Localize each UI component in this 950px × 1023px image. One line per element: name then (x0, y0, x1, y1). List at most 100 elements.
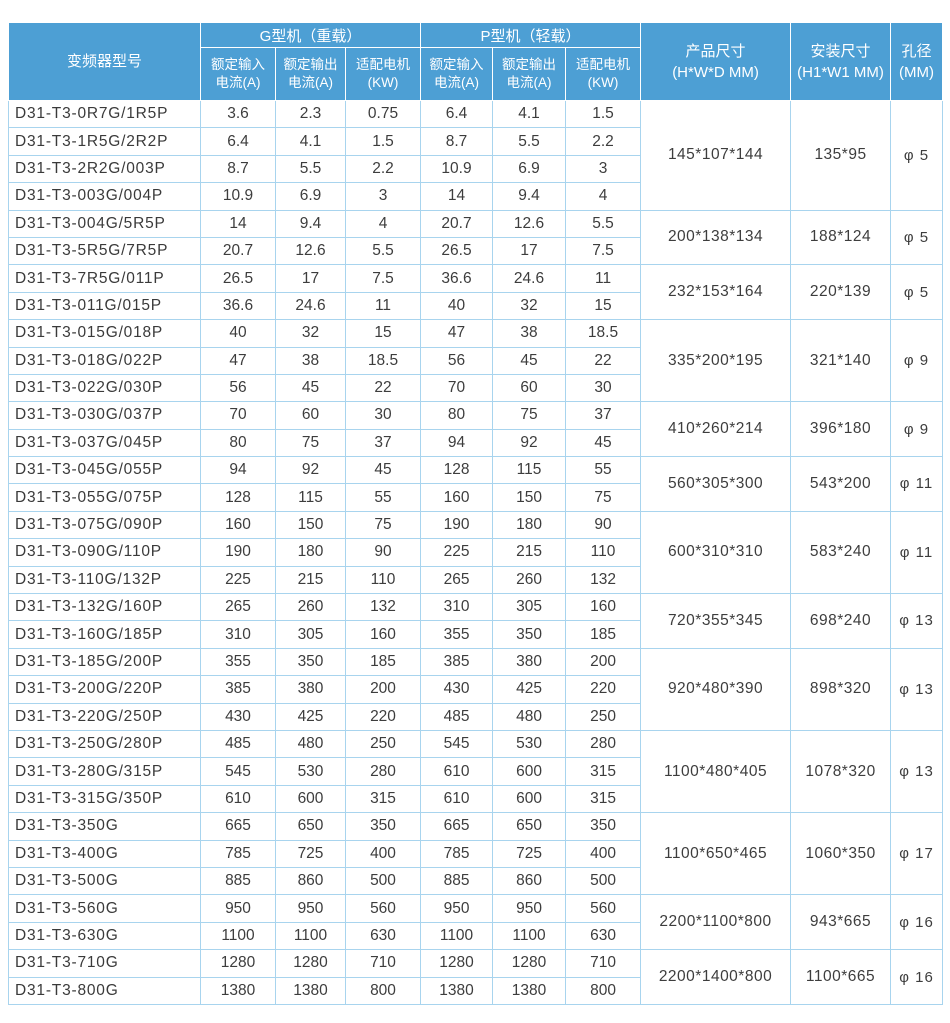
g-output-cell: 75 (275, 428, 346, 458)
g-output-cell: 32 (275, 319, 346, 348)
header-p-group: P型机（轻载） (420, 22, 642, 48)
model-cell: D31-T3-055G/075P (8, 483, 201, 512)
g-output-cell: 24.6 (275, 291, 346, 321)
hole-diameter-cell: φ 11 (890, 510, 944, 595)
model-cell: D31-T3-630G (8, 921, 201, 951)
table-row: D31-T3-075G/090P 160 150 75 190 180 90 600*310*… (8, 510, 944, 595)
g-input-cell: 36.6 (200, 291, 276, 321)
g-motor-cell: 30 (344, 401, 422, 430)
header-g-group: G型机（重载） (199, 22, 422, 48)
g-output-cell: 650 (275, 812, 346, 841)
g-output-cell: 17 (275, 264, 346, 293)
product-size-cell: 720*355*345 (640, 593, 792, 649)
table-row: D31-T3-280G/315P 545 530 280 610 600 315 (8, 757, 943, 786)
mount-size-cell: 898*320 (790, 647, 892, 731)
g-output-cell: 260 (275, 593, 346, 622)
model-cell: D31-T3-075G/090P (8, 510, 201, 540)
p-input-cell: 785 (420, 839, 494, 868)
hole-diameter-cell: φ 13 (890, 647, 944, 731)
g-motor-cell: 710 (344, 949, 422, 978)
g-output-cell: 530 (275, 757, 346, 786)
table-row: D31-T3-045G/055P 94 92 45 128 115 55 560*305*30… (8, 456, 944, 512)
p-motor-cell: 30 (565, 373, 642, 403)
p-output-cell: 1280 (492, 949, 567, 978)
model-cell: D31-T3-1R5G/2R2P (8, 127, 201, 156)
g-input-cell: 8.7 (200, 154, 276, 184)
p-output-cell: 305 (492, 593, 567, 622)
p-input-cell: 94 (420, 428, 494, 458)
model-cell: D31-T3-110G/132P (8, 565, 201, 595)
g-input-cell: 225 (200, 565, 276, 595)
g-output-cell: 380 (275, 675, 346, 704)
p-motor-cell: 7.5 (565, 236, 642, 266)
g-output-cell: 45 (275, 373, 346, 403)
p-output-cell: 425 (492, 675, 567, 704)
table-row: D31-T3-110G/132P 225 215 110 265 260 132 (8, 565, 943, 595)
g-motor-cell: 250 (344, 729, 422, 759)
g-motor-cell: 350 (344, 812, 422, 841)
p-motor-cell: 250 (565, 702, 642, 731)
g-input-cell: 355 (200, 647, 276, 677)
header-g-rated-input: 额定输入 电流(A) (200, 47, 276, 101)
product-size-cell: 1100*650*465 (640, 812, 792, 896)
table-row: D31-T3-160G/185P 310 305 160 355 350 185 (8, 620, 943, 649)
p-input-cell: 160 (420, 483, 494, 512)
g-output-cell: 1380 (275, 976, 346, 1005)
model-cell: D31-T3-018G/022P (8, 346, 201, 375)
g-output-cell: 180 (275, 538, 346, 567)
p-motor-cell: 5.5 (565, 209, 642, 238)
table-row: D31-T3-011G/015P 36.6 24.6 11 40 32 15 (8, 291, 943, 321)
hole-diameter-cell: φ 9 (890, 319, 944, 403)
p-motor-cell: 37 (565, 401, 642, 430)
header-model: 变频器型号 (8, 22, 201, 101)
table-row: D31-T3-2R2G/003P 8.7 5.5 2.2 10.9 6.9 3 (8, 154, 943, 184)
table-row: D31-T3-1R5G/2R2P 6.4 4.1 1.5 8.7 5.5 2.2 (8, 127, 943, 156)
model-cell: D31-T3-004G/5R5P (8, 209, 201, 238)
g-motor-cell: 185 (344, 647, 422, 677)
p-motor-cell: 2.2 (565, 127, 642, 156)
p-output-cell: 45 (492, 346, 567, 375)
product-size-cell: 2200*1400*800 (640, 949, 792, 1005)
header-mount-size: 安装尺寸 (H1*W1 MM) (790, 22, 892, 101)
model-cell: D31-T3-0R7G/1R5P (8, 99, 201, 129)
g-input-cell: 47 (200, 346, 276, 375)
mount-size-cell: 698*240 (790, 593, 892, 649)
g-motor-cell: 110 (344, 565, 422, 595)
g-input-cell: 3.6 (200, 99, 276, 129)
p-motor-cell: 800 (565, 976, 642, 1005)
g-output-cell: 1100 (275, 921, 346, 951)
table-row: D31-T3-030G/037P 70 60 30 80 75 37 410*260*214 3… (8, 401, 944, 458)
hole-diameter-cell: φ 16 (890, 894, 944, 951)
model-cell: D31-T3-7R5G/011P (8, 264, 201, 293)
g-motor-cell: 200 (344, 675, 422, 704)
p-input-cell: 8.7 (420, 127, 494, 156)
p-output-cell: 75 (492, 401, 567, 430)
p-output-cell: 92 (492, 428, 567, 458)
model-cell: D31-T3-350G (8, 812, 201, 841)
p-input-cell: 14 (420, 182, 494, 211)
g-output-cell: 12.6 (275, 236, 346, 266)
g-input-cell: 1100 (200, 921, 276, 951)
table-row: D31-T3-630G 1100 1100 630 1100 1100 630 (8, 921, 943, 951)
g-motor-cell: 90 (344, 538, 422, 567)
p-output-cell: 17 (492, 236, 567, 266)
hole-diameter-cell: φ 5 (890, 264, 944, 321)
table-row: D31-T3-090G/110P 190 180 90 225 215 110 (8, 538, 943, 567)
model-cell: D31-T3-800G (8, 976, 201, 1005)
p-motor-cell: 45 (565, 428, 642, 458)
g-output-cell: 92 (275, 456, 346, 485)
p-output-cell: 350 (492, 620, 567, 649)
g-output-cell: 215 (275, 565, 346, 595)
g-input-cell: 56 (200, 373, 276, 403)
g-motor-cell: 3 (344, 182, 422, 211)
g-output-cell: 4.1 (275, 127, 346, 156)
model-cell: D31-T3-160G/185P (8, 620, 201, 649)
p-output-cell: 480 (492, 702, 567, 731)
g-motor-cell: 630 (344, 921, 422, 951)
p-motor-cell: 400 (565, 839, 642, 868)
p-input-cell: 430 (420, 675, 494, 704)
g-input-cell: 14 (200, 209, 276, 238)
g-input-cell: 545 (200, 757, 276, 786)
g-motor-cell: 160 (344, 620, 422, 649)
p-output-cell: 600 (492, 784, 567, 814)
